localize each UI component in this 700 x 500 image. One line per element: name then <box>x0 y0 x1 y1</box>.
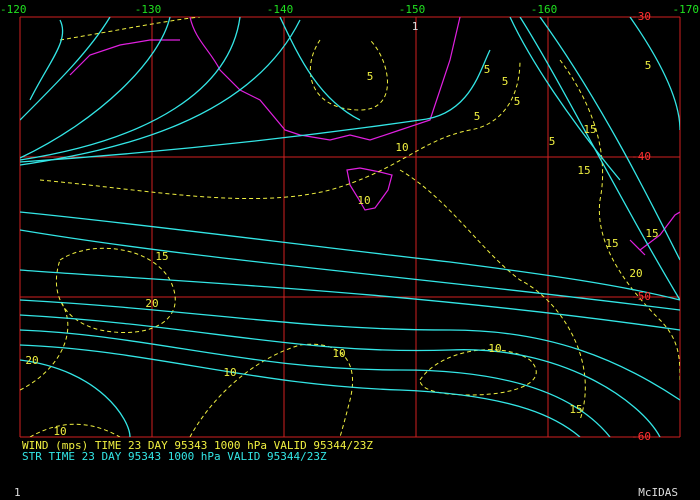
latitude-label: -40 <box>631 150 651 163</box>
wind-contours <box>20 17 680 437</box>
wind-caption: WIND (mps) TIME 23 DAY 95343 1000 hPa VA… <box>22 439 373 452</box>
brand: McIDAS <box>638 486 678 499</box>
streamline-caption: STR TIME 23 DAY 95343 1000 hPa VALID 953… <box>22 450 327 463</box>
contour-label: 15 <box>577 164 590 177</box>
contour-label: 10 <box>223 366 236 379</box>
contour-label: 5 <box>367 70 374 83</box>
contour-label: 5 <box>474 110 481 123</box>
contour-label: 5 <box>514 95 521 108</box>
contour-label: 15 <box>605 237 618 250</box>
contour-label: 15 <box>569 403 582 416</box>
top-marker: 1 <box>412 20 419 33</box>
latitude-label: -30 <box>631 10 651 23</box>
longitude-label: -140 <box>267 3 294 16</box>
contour-label: 15 <box>155 250 168 263</box>
contour-label: 5 <box>484 63 491 76</box>
streamlines <box>20 17 680 437</box>
contour-label: 10 <box>357 194 370 207</box>
contour-label: 5 <box>645 59 652 72</box>
longitude-label: -170 <box>673 3 700 16</box>
contour-label: 15 <box>583 123 596 136</box>
contour-label: 5 <box>549 135 556 148</box>
frame-number: 1 <box>14 486 21 499</box>
contour-label: 10 <box>395 141 408 154</box>
contour-label: 10 <box>332 347 345 360</box>
contour-label: 5 <box>502 75 509 88</box>
longitude-label: -150 <box>399 3 426 16</box>
contour-label: 20 <box>145 297 158 310</box>
latitude-label: -60 <box>631 430 651 443</box>
contour-label: 15 <box>645 227 658 240</box>
longitude-label: -130 <box>135 3 162 16</box>
contour-label: 10 <box>53 425 66 438</box>
longitude-label: -120 <box>0 3 27 16</box>
longitude-label: -160 <box>531 3 558 16</box>
contour-label: 10 <box>488 342 501 355</box>
contour-label: 20 <box>25 354 38 367</box>
latitude-label: -50 <box>631 290 651 303</box>
contour-label: 20 <box>629 267 642 280</box>
